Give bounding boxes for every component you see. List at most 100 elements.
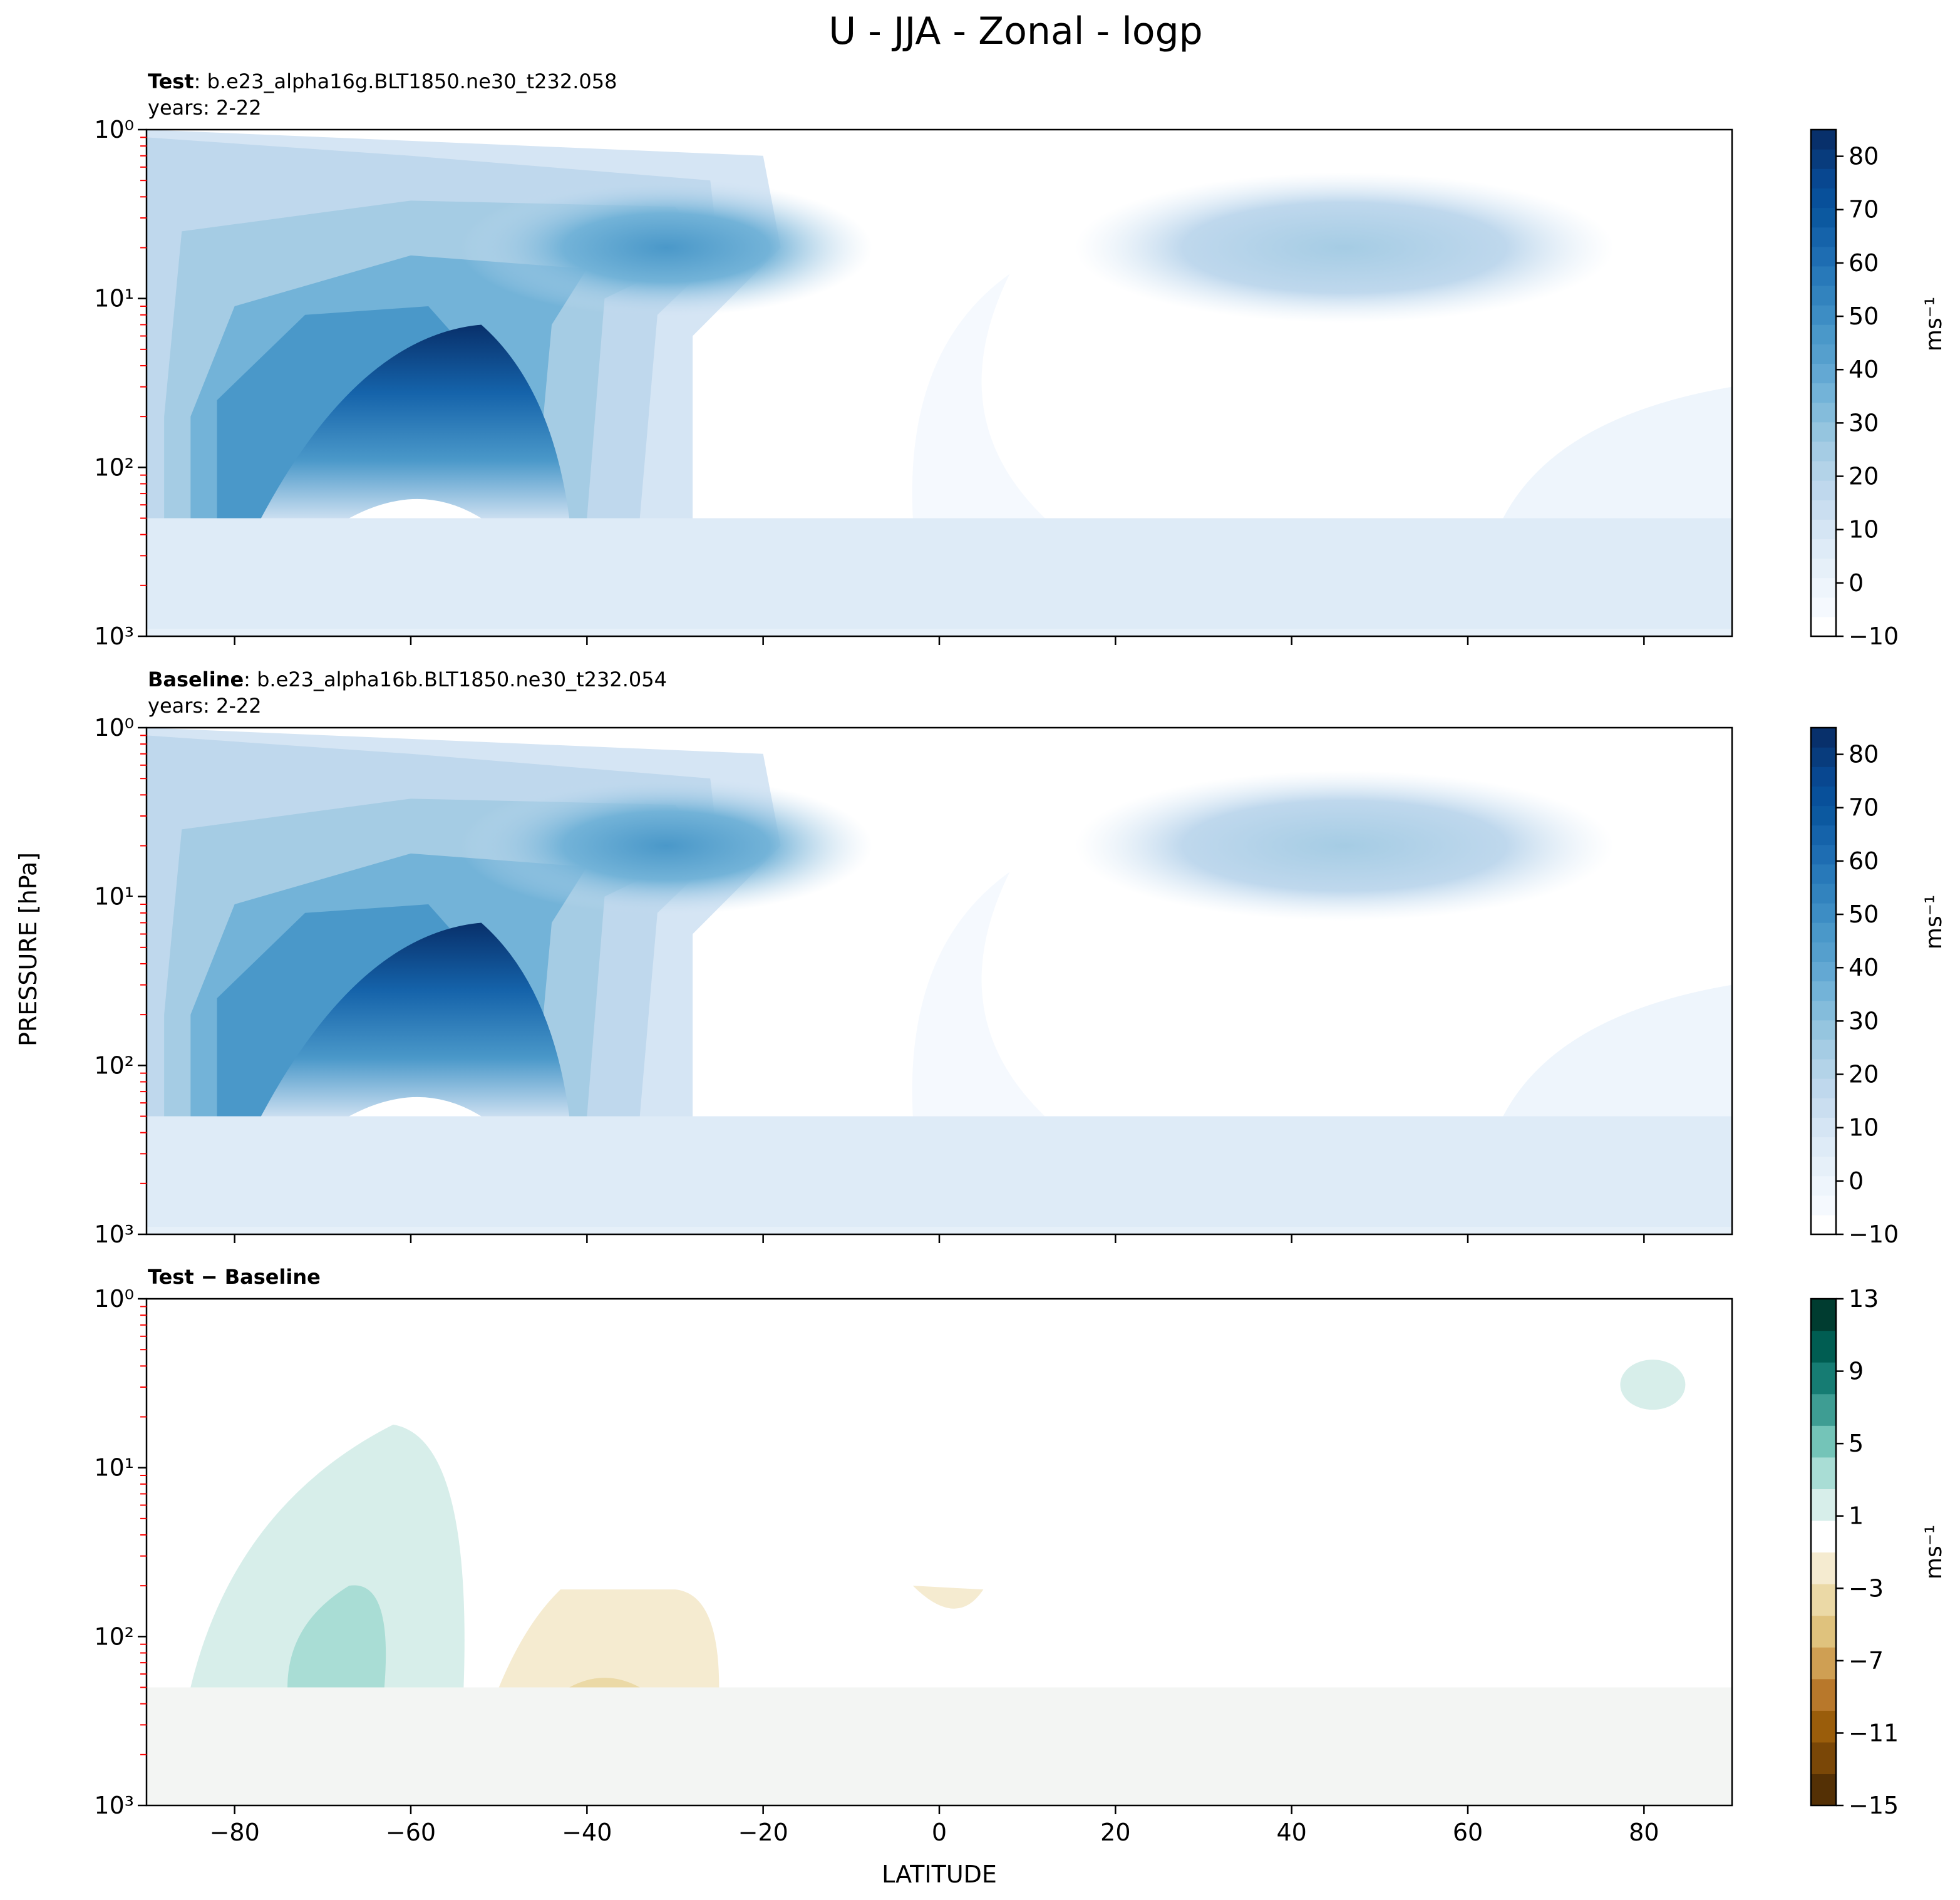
colorbar-band bbox=[1811, 188, 1836, 209]
y-tick-label: 10⁰ bbox=[94, 116, 134, 143]
contour-band bbox=[912, 274, 1045, 519]
jet-core bbox=[1075, 770, 1614, 921]
diff-positive bbox=[1620, 1360, 1686, 1410]
diff-negative bbox=[498, 1589, 720, 1688]
colorbar-band bbox=[1811, 1393, 1836, 1426]
colorbar-band bbox=[1811, 500, 1836, 520]
contour-band bbox=[1503, 386, 1732, 519]
colorbar-units: ms⁻¹ bbox=[1921, 297, 1947, 351]
contour-fill-0 bbox=[147, 130, 1732, 636]
colorbar-band bbox=[1811, 922, 1836, 942]
diff-negative bbox=[912, 1586, 984, 1609]
colorbar-band bbox=[1811, 1175, 1836, 1196]
colorbar-band bbox=[1811, 344, 1836, 364]
colorbar-band bbox=[1811, 1362, 1836, 1395]
colorbar-band bbox=[1811, 1214, 1836, 1235]
colorbar-band bbox=[1811, 149, 1836, 169]
jet-core bbox=[1075, 172, 1614, 323]
colorbar-band bbox=[1811, 227, 1836, 247]
colorbar-band bbox=[1811, 844, 1836, 865]
diff-positive bbox=[287, 1585, 386, 1688]
figure-title: U - JJA - Zonal - logp bbox=[828, 9, 1203, 53]
colorbar-band bbox=[1811, 1058, 1836, 1079]
colorbar-band bbox=[1811, 767, 1836, 787]
jet-core bbox=[460, 178, 873, 317]
x-tick-label: 40 bbox=[1276, 1819, 1306, 1846]
jet-core bbox=[460, 777, 873, 915]
colorbar-band bbox=[1811, 942, 1836, 962]
colorbar-band bbox=[1811, 805, 1836, 826]
colorbar-tick-label: 80 bbox=[1849, 741, 1879, 768]
colorbar-band bbox=[1811, 1774, 1836, 1806]
contour-band bbox=[147, 1687, 1732, 1805]
colorbar-tick-label: 70 bbox=[1849, 794, 1879, 822]
contour-band bbox=[912, 872, 1045, 1117]
colorbar-band bbox=[1811, 1330, 1836, 1363]
colorbar-band bbox=[1811, 305, 1836, 325]
y-tick-label: 10¹ bbox=[94, 883, 134, 911]
colorbar-band bbox=[1811, 383, 1836, 403]
colorbar-band bbox=[1811, 1742, 1836, 1775]
colorbar-tick-label: 30 bbox=[1849, 1007, 1879, 1035]
colorbar-band bbox=[1811, 441, 1836, 462]
colorbar-tick-label: 20 bbox=[1849, 1061, 1879, 1088]
colorbar-tick-label: 80 bbox=[1849, 143, 1879, 170]
colorbar-band bbox=[1811, 246, 1836, 267]
colorbar-tick-label: 0 bbox=[1849, 569, 1864, 597]
colorbar-tick-label: −7 bbox=[1849, 1647, 1884, 1675]
colorbar-band bbox=[1811, 285, 1836, 306]
colorbar-band bbox=[1811, 363, 1836, 384]
colorbar-tick-label: 30 bbox=[1849, 409, 1879, 436]
y-tick-label: 10³ bbox=[94, 1221, 134, 1248]
colorbar-tick-label: −3 bbox=[1849, 1574, 1884, 1602]
colorbar-tick-label: 50 bbox=[1849, 901, 1879, 928]
colorbar-band bbox=[1811, 1584, 1836, 1616]
colorbar-tick-label: 70 bbox=[1849, 196, 1879, 224]
colorbar-band bbox=[1811, 961, 1836, 982]
contour-fill-1 bbox=[147, 728, 1732, 1234]
colorbar-tick-label: −10 bbox=[1849, 1221, 1899, 1248]
colorbar-band bbox=[1811, 1299, 1836, 1331]
colorbar-band bbox=[1811, 981, 1836, 1001]
contour-band bbox=[147, 1116, 1732, 1234]
colorbar-band bbox=[1811, 883, 1836, 904]
diff-positive bbox=[190, 1424, 465, 1688]
y-tick-label: 10⁰ bbox=[94, 714, 134, 741]
x-tick-label: −80 bbox=[210, 1819, 260, 1846]
colorbar-tick-label: 60 bbox=[1849, 249, 1879, 277]
colorbar-band bbox=[1811, 1195, 1836, 1216]
colorbar-band bbox=[1811, 207, 1836, 228]
contour-fill-2 bbox=[147, 1360, 1732, 1805]
colorbar-frame bbox=[1810, 726, 1837, 1236]
x-axis-label: LATITUDE bbox=[882, 1861, 997, 1888]
colorbar-band bbox=[1811, 1098, 1836, 1118]
colorbar-band bbox=[1811, 1520, 1836, 1553]
colorbar-tick-label: −11 bbox=[1849, 1719, 1899, 1747]
colorbar-band bbox=[1811, 1615, 1836, 1648]
colorbar-band bbox=[1811, 728, 1836, 748]
colorbar-tick-label: 10 bbox=[1849, 516, 1879, 544]
colorbar-band bbox=[1811, 616, 1836, 637]
colorbar-tick-label: 5 bbox=[1849, 1430, 1864, 1457]
contour-band bbox=[349, 498, 482, 519]
panels: 10⁰ 10¹ 10² 10³ Test: b.e23_alpha16g.BLT1850… bbox=[94, 70, 1733, 1846]
x-tick-label: −40 bbox=[562, 1819, 612, 1846]
colorbar-band bbox=[1811, 460, 1836, 481]
x-tick-label: 0 bbox=[932, 1819, 947, 1846]
colorbar-band bbox=[1811, 1647, 1836, 1680]
colorbar-band bbox=[1811, 266, 1836, 286]
colorbar-band bbox=[1811, 786, 1836, 807]
panel-label-bold: Test − Baseline bbox=[148, 1265, 321, 1289]
colorbar-band bbox=[1811, 1000, 1836, 1021]
colorbar-tick-label: 60 bbox=[1849, 847, 1879, 875]
colorbar-band bbox=[1811, 1117, 1836, 1138]
colorbar-band bbox=[1811, 903, 1836, 923]
panel-label: Test − Baseline bbox=[148, 1265, 321, 1289]
x-tick-label: 20 bbox=[1100, 1819, 1130, 1846]
y-tick-label: 10² bbox=[94, 453, 134, 481]
y-tick-label: 10² bbox=[94, 1051, 134, 1079]
colorbar-band bbox=[1811, 130, 1836, 150]
colorbar-0: 80 70 60 50 40 30 20 10 0 −10 ms⁻¹ bbox=[1810, 128, 1947, 650]
panel-label: Baseline: b.e23_alpha16b.BLT1850.ne30_t2… bbox=[148, 668, 667, 691]
